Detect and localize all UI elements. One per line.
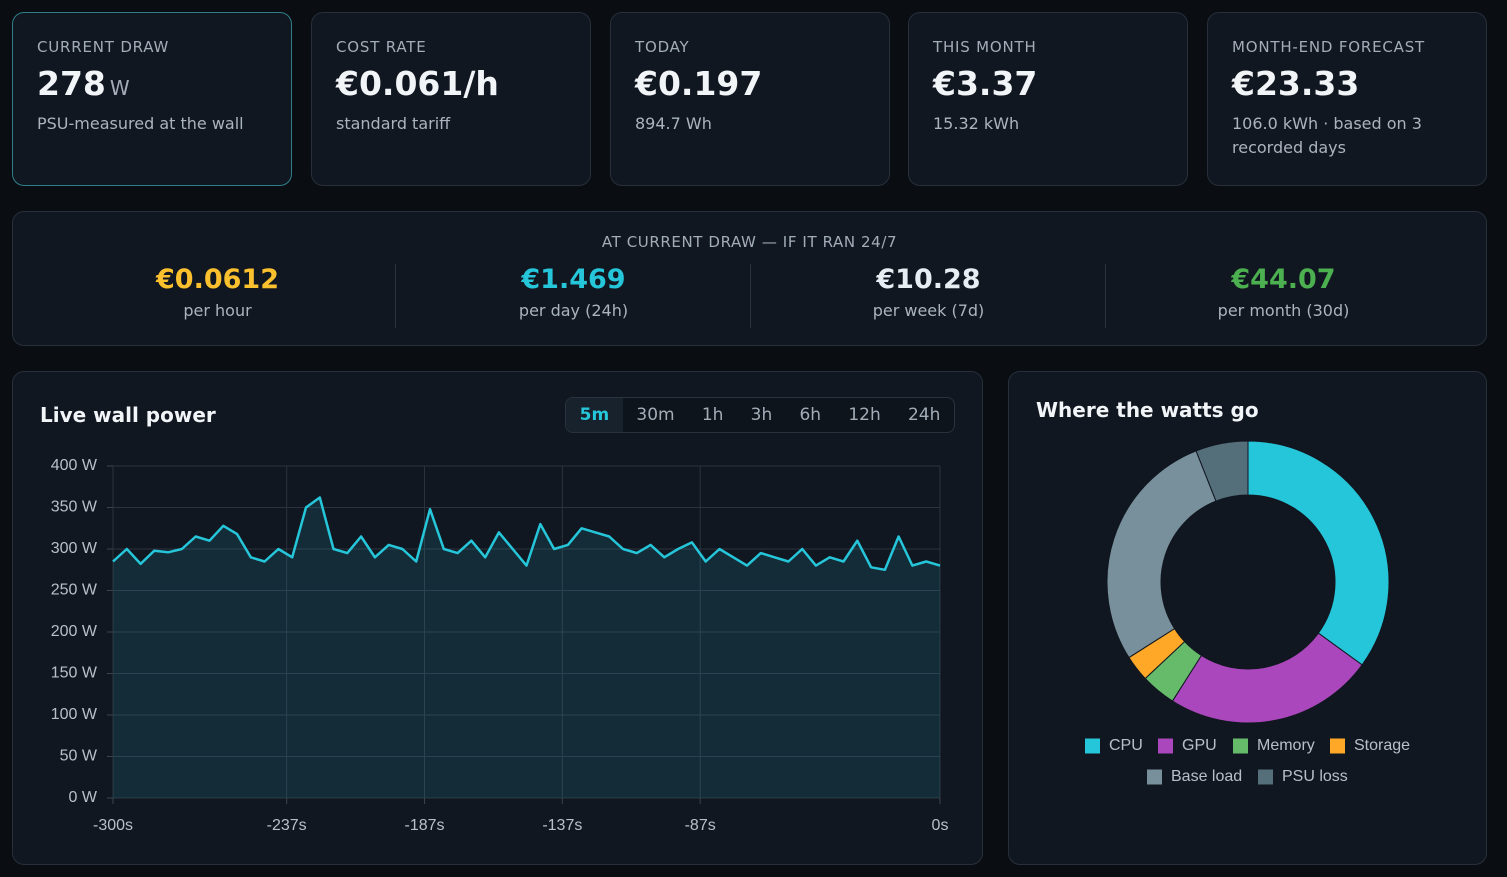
stat-value: €23.33 [1232,64,1360,103]
breakdown-card [1008,371,1487,865]
stat-sub: 894.7 Wh [635,114,712,133]
range-button[interactable]: 30m [636,405,675,425]
projection-value: €10.28 [876,264,981,295]
stat-sub: 106.0 kWh · based on 3 recorded days [1232,114,1422,157]
projection-title: AT CURRENT DRAW — IF IT RAN 24/7 [601,233,898,251]
projection-label: per month (30d) [1217,301,1350,320]
range-button[interactable]: 12h [848,405,881,425]
stat-card: THIS MONTH €3.37 15.32 kWh [908,12,1188,186]
stat-value: 278 W [37,64,267,103]
stat-label: MONTH-END FORECAST [1232,38,1425,56]
range-button[interactable]: 1h [701,405,724,425]
stat-value: €3.37 [933,64,1038,103]
stat-unit: W [109,76,130,100]
projection-label: per hour [183,301,252,320]
stat-sub: PSU-measured at the wall [37,114,244,133]
range-button[interactable]: 6h [799,405,822,425]
projection-item: €44.07 per month (30d) [1105,264,1461,328]
range-button[interactable]: 24h [907,405,941,425]
chart-title: Where the watts go [1036,398,1259,422]
stat-card: TODAY €0.197 894.7 Wh [610,12,890,186]
projection-item: €10.28 per week (7d) [750,264,1106,328]
range-selector: 5m 30m 1h 3h 6h 12h 24h [565,397,955,433]
stat-sub: 15.32 kWh [933,114,1020,133]
stat-label: THIS MONTH [933,38,1037,56]
projection-item: €0.0612 per hour [40,264,395,328]
stat-card: COST RATE €0.061/h standard tariff [311,12,591,186]
range-button[interactable]: 5m [566,398,623,432]
stat-value: €0.197 [635,64,763,103]
projection-item: €1.469 per day (24h) [395,264,751,328]
projection-value: €0.0612 [156,264,279,295]
stat-card: MONTH-END FORECAST €23.33 106.0 kWh · ba… [1207,12,1487,186]
stat-number: 278 [37,64,106,103]
stat-label: TODAY [635,38,690,56]
stat-sub: standard tariff [336,114,451,133]
power-chart-card [12,371,983,865]
projection-value: €1.469 [521,264,626,295]
projection-label: per day (24h) [518,301,629,320]
stat-label: COST RATE [336,38,427,56]
projection-label: per week (7d) [872,301,985,320]
range-button[interactable]: 3h [750,405,773,425]
projection-card: AT CURRENT DRAW — IF IT RAN 24/7 €0.0612… [12,211,1487,346]
stat-card: CURRENT DRAW 278 W PSU-measured at the wa… [12,12,292,186]
stat-value: €0.061/h [336,64,499,103]
stat-label: CURRENT DRAW [37,38,170,56]
projection-value: €44.07 [1231,264,1336,295]
chart-title: Live wall power [40,403,216,427]
